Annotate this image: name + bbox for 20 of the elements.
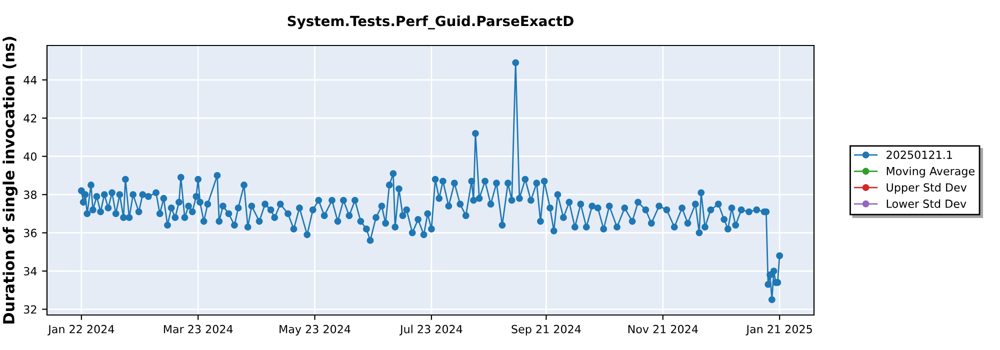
legend-label: Upper Std Dev	[886, 183, 967, 194]
legend-label: Moving Average	[886, 166, 974, 178]
y-tick-label: 40	[24, 152, 37, 161]
x-tick-label: May 23 2024	[280, 324, 350, 336]
x-tick-label: Jul 23 2024	[399, 324, 462, 336]
y-axis-title: Duration of single invocation (ns)	[2, 36, 18, 324]
x-tick-label: Jan 22 2024	[48, 324, 114, 336]
y-tick-label: 38	[24, 190, 37, 199]
chart-title: System.Tests.Perf_Guid.ParseExactD	[288, 16, 574, 30]
x-tick-label: Sep 21 2024	[512, 324, 581, 336]
y-tick-label: 34	[24, 267, 37, 276]
legend-label: Lower Std Dev	[886, 199, 966, 208]
x-tick-label: Jan 21 2025	[746, 324, 812, 336]
y-tick-label: 44	[24, 76, 37, 84]
y-tick-label: 36	[24, 228, 37, 238]
legend-label: 20250121.1	[886, 150, 952, 160]
x-tick-label: Mar 23 2024	[164, 324, 233, 334]
x-tick-label: Nov 21 2024	[628, 324, 698, 334]
y-tick-label: 32	[24, 305, 36, 314]
y-tick-label: 42	[24, 114, 36, 122]
